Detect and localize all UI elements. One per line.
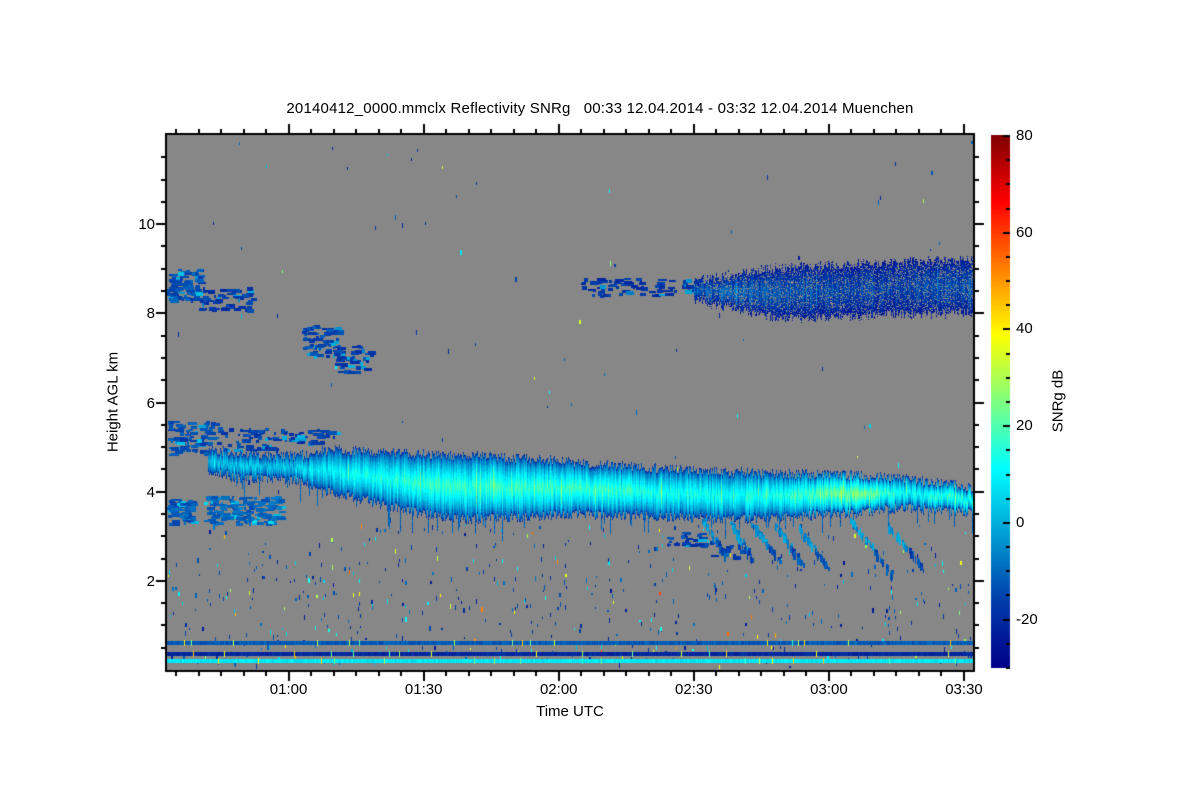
- x-tick-label: 02:30: [675, 681, 713, 698]
- x-axis-label: Time UTC: [536, 703, 604, 720]
- colorbar-tick-label: 60: [1016, 223, 1033, 241]
- colorbar-label: SNRg dB: [1049, 369, 1067, 433]
- colorbar-tick-label: -20: [1016, 610, 1038, 628]
- colorbar-tick-label: 40: [1016, 320, 1033, 338]
- y-tick-label: 8: [146, 305, 155, 323]
- y-tick-label: 4: [146, 483, 155, 501]
- x-tick-label: 01:00: [269, 681, 308, 698]
- plot-title: 20140412_0000.mmclx Reflectivity SNRg 00…: [286, 100, 914, 117]
- y-tick-label: 2: [146, 572, 155, 590]
- colorbar-tick-label: 0: [1016, 513, 1025, 531]
- x-tick-label: 02:00: [539, 681, 578, 698]
- colorbar-tick-label: 20: [1016, 417, 1033, 435]
- x-tick-label: 01:30: [404, 681, 443, 698]
- y-tick-label: 6: [146, 394, 155, 412]
- x-tick-label: 03:00: [810, 681, 848, 698]
- x-tick-label: 03:30: [945, 681, 983, 698]
- colorbar-tick-label: 80: [1016, 127, 1033, 144]
- y-tick-label: 10: [138, 216, 155, 234]
